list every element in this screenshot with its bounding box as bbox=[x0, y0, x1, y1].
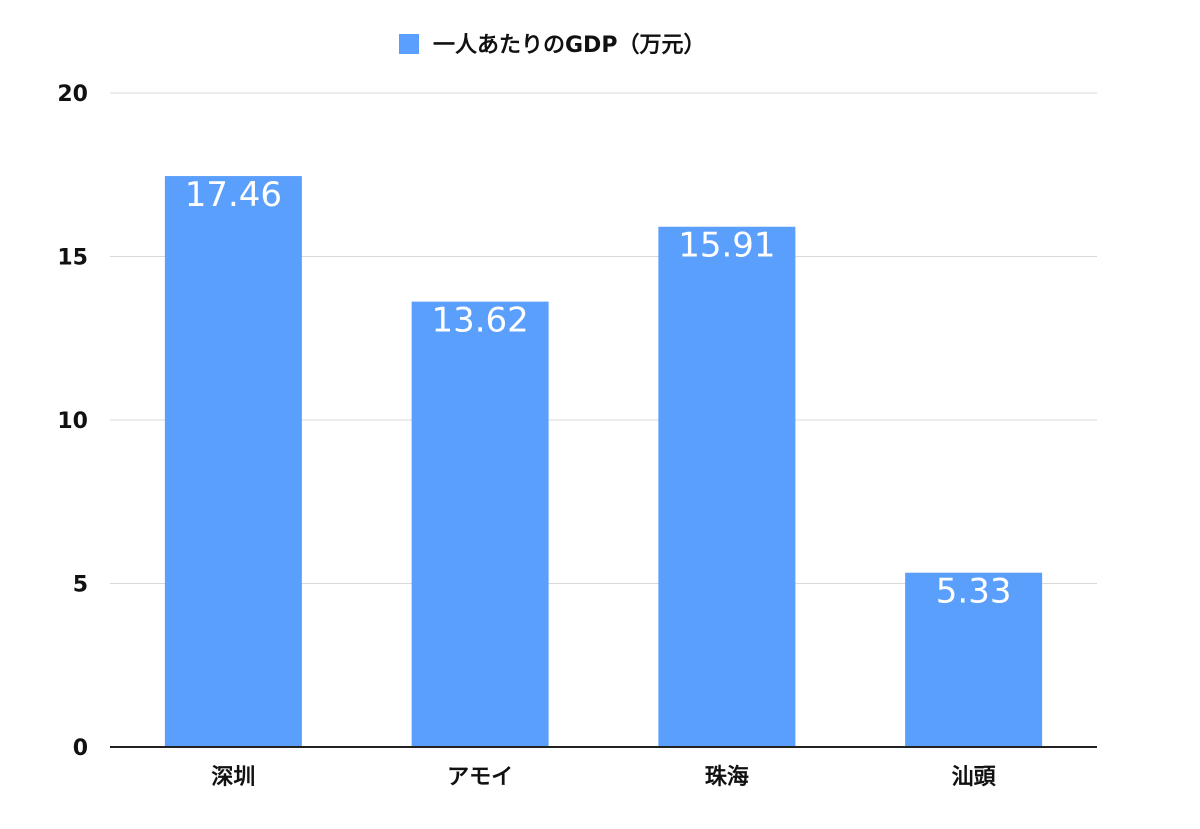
x-category-label: 珠海 bbox=[705, 764, 749, 790]
y-tick-label: 15 bbox=[57, 246, 88, 271]
bar bbox=[905, 572, 1043, 747]
legend-swatch bbox=[399, 34, 419, 54]
data-labels: 17.46 13.62 15.91 5.33 bbox=[185, 175, 1012, 612]
y-tick-label: 0 bbox=[73, 736, 88, 761]
bar-data-label: 17.46 bbox=[185, 175, 282, 215]
legend-label: 一人あたりのGDP（万元） bbox=[433, 33, 705, 58]
bar bbox=[658, 226, 796, 748]
bars bbox=[164, 176, 1043, 748]
y-axis-ticks: 0 5 10 15 20 bbox=[57, 82, 88, 761]
x-category-label: アモイ bbox=[447, 765, 513, 790]
y-tick-label: 20 bbox=[57, 82, 88, 107]
bar bbox=[411, 301, 549, 747]
bar-data-label: 5.33 bbox=[936, 572, 1012, 612]
bar-data-label: 13.62 bbox=[431, 301, 528, 341]
bar bbox=[164, 176, 302, 748]
y-tick-label: 5 bbox=[73, 573, 88, 598]
bar-data-label: 15.91 bbox=[678, 226, 775, 266]
y-tick-label: 10 bbox=[57, 409, 88, 434]
x-category-label: 汕頭 bbox=[952, 765, 997, 790]
x-category-label: 深圳 bbox=[211, 765, 255, 790]
legend: 一人あたりのGDP（万元） bbox=[399, 33, 705, 58]
x-axis-categories: 深圳 アモイ 珠海 汕頭 bbox=[211, 764, 996, 790]
